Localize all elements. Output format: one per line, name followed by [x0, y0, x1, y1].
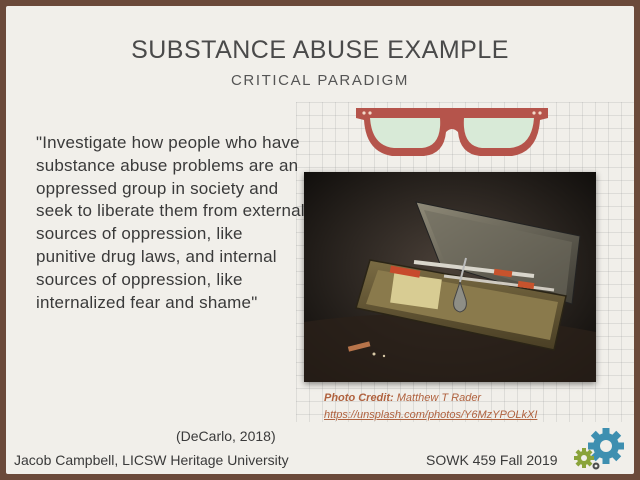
- footer-course: SOWK 459 Fall 2019: [426, 452, 558, 468]
- photo-credit-link[interactable]: https://unsplash.com/photos/Y6MzYPOLkXI: [324, 409, 538, 421]
- quote-text: "Investigate how people who have substan…: [36, 133, 305, 312]
- glasses-icon: [356, 108, 548, 156]
- photo-credit: Photo Credit: Matthew T Rader https://un…: [324, 390, 537, 424]
- footer-author: Jacob Campbell, LICSW Heritage Universit…: [14, 452, 289, 468]
- slide: SUBSTANCE ABUSE EXAMPLE CRITICAL PARADIG…: [6, 6, 634, 474]
- photo-credit-name: Matthew T Rader: [396, 392, 482, 404]
- photo-credit-label: Photo Credit:: [324, 392, 394, 404]
- photo-drug-kit-tin: [304, 172, 596, 382]
- slide-subtitle: CRITICAL PARADIGM: [230, 72, 410, 89]
- citation: (DeCarlo, 2018): [176, 428, 276, 444]
- slide-title: SUBSTANCE ABUSE EXAMPLE: [131, 36, 509, 64]
- gear-icon: [574, 428, 624, 470]
